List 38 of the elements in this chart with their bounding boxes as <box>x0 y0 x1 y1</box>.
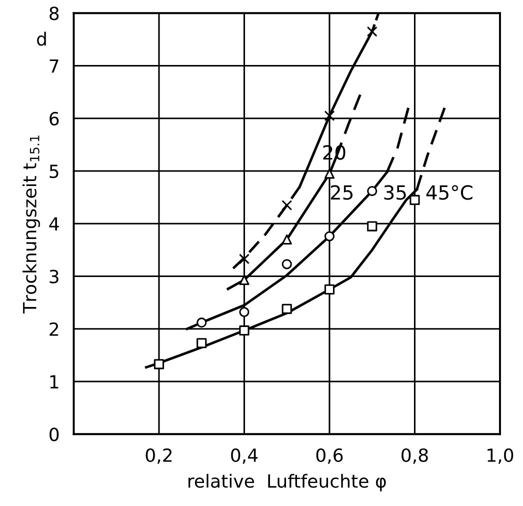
x-tick-label: 1,0 <box>488 448 514 464</box>
point <box>196 338 207 348</box>
x-tick-label: 0,2 <box>146 448 172 464</box>
point <box>324 168 335 179</box>
point <box>324 110 335 122</box>
x-tick-label: 0,6 <box>316 448 343 464</box>
point <box>367 186 378 196</box>
annotation: 45°C <box>426 185 472 200</box>
y-axis-title: Trocknungszeit t$_{15.1}$ <box>22 136 40 314</box>
y-tick-label: 6 <box>50 112 59 126</box>
point <box>366 26 378 37</box>
point <box>282 234 292 244</box>
point <box>239 325 250 336</box>
point <box>282 200 292 210</box>
y-tick-label: 8 <box>50 6 59 20</box>
y-tick-label: 1 <box>50 375 58 388</box>
point <box>324 231 335 242</box>
text: d <box>37 32 46 46</box>
annotation: 25 <box>330 185 353 200</box>
point <box>238 254 250 264</box>
point <box>154 359 164 370</box>
y-tick-label: 0 <box>50 428 59 442</box>
y-tick-label: 7 <box>50 59 58 73</box>
x-tick-label: 0,8 <box>402 448 428 464</box>
y-tick-label: 3 <box>50 270 58 284</box>
annotation: 35 <box>384 185 406 200</box>
x-tick-label: 0,4 <box>231 448 258 464</box>
y-tick-label: 4 <box>49 217 59 231</box>
x-axis-title: relative Luftfeuchte φ <box>188 474 386 492</box>
point <box>196 318 207 328</box>
point <box>239 307 250 318</box>
point <box>367 221 378 232</box>
y-tick-label: 2 <box>50 322 58 336</box>
point <box>282 304 292 314</box>
y-tick-label: 5 <box>50 164 58 178</box>
point <box>282 259 292 270</box>
point <box>324 284 335 294</box>
point <box>410 194 420 206</box>
